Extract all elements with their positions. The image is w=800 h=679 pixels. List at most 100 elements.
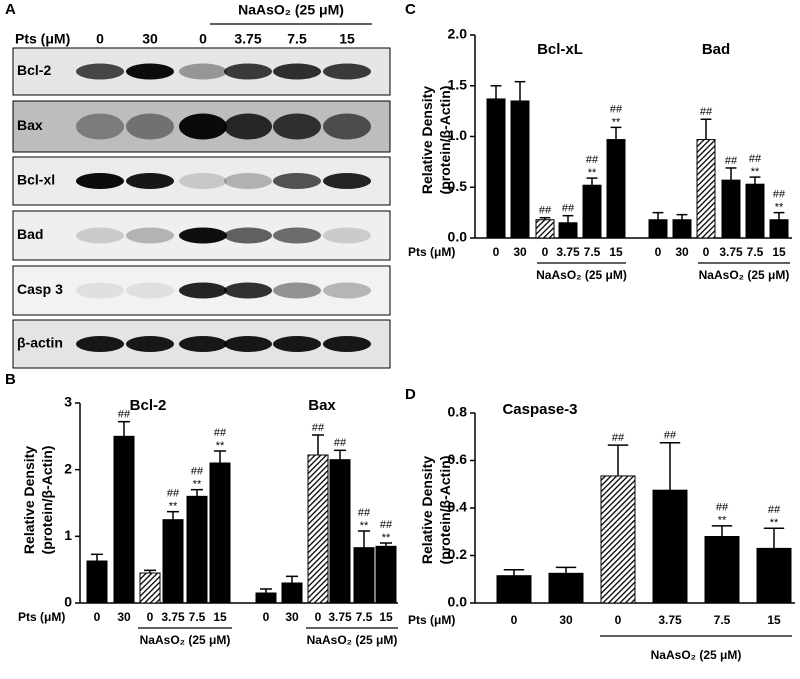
x-tick-label: 7.5 [189,610,206,624]
bar [582,184,602,239]
blot-band [76,63,124,80]
blot-band [126,336,174,352]
blot-band [126,282,174,299]
bar [721,179,741,239]
bar [745,183,765,239]
x-tick-label: 7.5 [356,610,373,624]
x-tick-label: 30 [117,610,131,624]
x-tick-label: 0 [703,245,710,259]
row-label-bg [14,61,74,82]
blot-band [179,336,227,352]
bar [672,219,692,239]
x-tick-label: 3.75 [328,610,352,624]
bar [281,582,303,604]
blot-band [273,173,321,189]
significance-hash: ## [749,153,762,165]
x-tick-label: 15 [609,245,623,259]
x-tick-label: 0 [655,245,662,259]
bar [606,139,626,239]
significance-hash: ## [612,432,625,444]
x-tick-label: 0 [542,245,549,259]
bar [510,100,530,239]
group-title: Bcl-2 [130,397,167,414]
significance-hash: ## [191,466,204,478]
panel-label: B [5,371,16,388]
y-tick-label: 1.5 [448,76,468,92]
dose-label: Pts (μM) [15,31,70,47]
bar [535,219,555,239]
significance-stars: ** [612,116,621,128]
bar [652,489,688,604]
bar [307,454,329,604]
treatment-label: NaAsO₂ (25 μM) [699,268,790,282]
dose-tick-label: 0 [96,31,104,47]
x-tick-label: 30 [559,613,573,627]
group-title: Caspase-3 [502,401,577,418]
dose-tick-label: 7.5 [287,31,307,47]
row-label: Bcl-xl [17,172,55,188]
bar [162,519,184,604]
significance-hash: ## [358,507,371,519]
row-label: Bax [17,117,43,133]
bar [353,547,375,604]
blot-band [273,282,321,299]
bar [696,139,716,239]
y-axis-title: Relative Density (protein/β-Actin) [419,456,453,565]
blot-band [76,336,124,352]
bar [756,547,792,604]
y-tick-label: 0.5 [448,178,468,194]
significance-hash: ## [334,437,347,449]
bar [704,536,740,604]
bar [496,575,532,604]
x-tick-label: 3.75 [161,610,185,624]
x-tick-label: 7.5 [747,245,764,259]
blot-band [126,227,174,244]
bar [375,545,397,604]
group-title: Bcl-xL [537,41,583,58]
bar [255,592,277,604]
bar [186,495,208,604]
blot-band [126,173,174,189]
y-axis-title-line: (protein/β-Actin) [437,456,453,565]
x-tick-label: 0 [147,610,154,624]
blot-band [179,63,227,80]
x-tick-label: 0 [94,610,101,624]
blot-band [273,227,321,244]
dose-tick-label: 30 [142,31,158,47]
significance-stars: ** [751,166,760,178]
significance-hash: ## [725,155,738,167]
blot-band [179,113,227,140]
panel-label: C [405,1,416,18]
bar [600,475,636,604]
blot-band [273,113,321,140]
significance-stars: ** [770,517,779,529]
bar [648,219,668,239]
blot-band [323,113,371,140]
row-label-bg [14,334,74,354]
y-axis-title-line: (protein/β-Actin) [39,446,55,555]
y-tick-label: 0.0 [448,229,468,245]
x-tick-label: 0 [493,245,500,259]
blot-band [224,113,272,140]
y-tick-label: 0.4 [448,499,468,515]
blot-band [179,227,227,244]
significance-hash: ## [773,189,786,201]
x-tick-label: 30 [675,245,689,259]
row-label: Bcl-2 [17,62,51,78]
bar [558,222,578,239]
significance-hash: ## [768,504,781,516]
treatment-label: NaAsO₂ (25 μM) [536,268,627,282]
group-title: Bax [308,397,336,414]
x-axis-title: Pts (μM) [408,613,455,627]
y-axis-title-line: (protein/β-Actin) [437,86,453,195]
row-label-bg [14,280,74,301]
y-axis-title: Relative Density (protein/β-Actin) [21,446,55,555]
y-tick-label: 2.0 [448,26,468,42]
x-tick-label: 7.5 [714,613,731,627]
bar [548,572,584,604]
blot-band [224,173,272,189]
significance-hash: ## [312,422,325,434]
significance-hash: ## [539,205,552,217]
bar [209,462,231,604]
